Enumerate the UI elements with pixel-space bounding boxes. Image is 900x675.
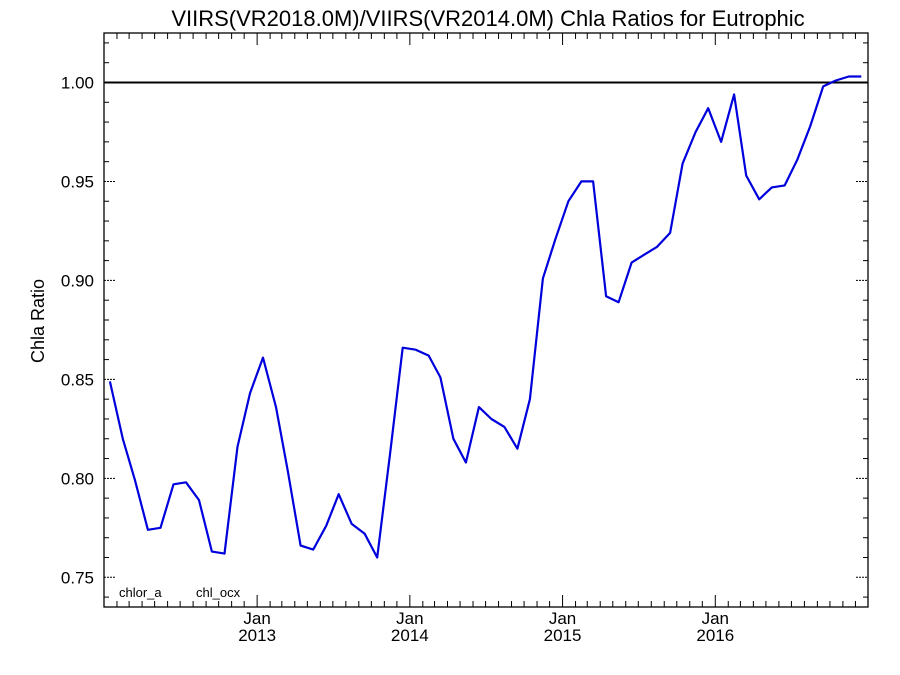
chart-title: VIIRS(VR2018.0M)/VIIRS(VR2014.0M) Chla R… [171, 6, 804, 31]
x-tick-label-year: 2014 [391, 626, 429, 645]
y-tick-label: 0.90 [61, 271, 94, 290]
y-tick-label: 0.95 [61, 172, 94, 191]
x-tick-label-month: Jan [549, 609, 576, 628]
y-axis-label: Chla Ratio [28, 279, 48, 363]
x-tick-label-year: 2015 [544, 626, 582, 645]
x-tick-label-month: Jan [396, 609, 423, 628]
y-tick-label: 0.85 [61, 370, 94, 389]
x-tick-label-month: Jan [243, 609, 270, 628]
legend-entry-chlor-a: chlor_a [119, 585, 162, 600]
x-tick-label-year: 2016 [696, 626, 734, 645]
y-tick-label: 0.80 [61, 469, 94, 488]
x-tick-label-year: 2013 [238, 626, 276, 645]
y-tick-label: 0.75 [61, 568, 94, 587]
plot-area: 0.750.800.850.900.951.00Jan2013Jan2014Ja… [61, 33, 868, 645]
series-line-chl-ocx [108, 75, 862, 559]
legend-entry-chl-ocx: chl_ocx [196, 585, 241, 600]
y-tick-label: 1.00 [61, 73, 94, 92]
plot-frame [103, 32, 869, 608]
x-tick-label-month: Jan [702, 609, 729, 628]
